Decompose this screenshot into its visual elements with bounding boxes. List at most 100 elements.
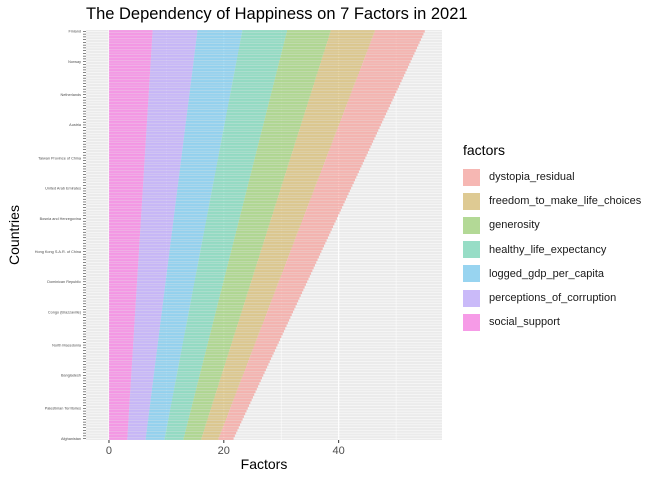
- bar-logged_gdp_per_capita: [182, 145, 221, 149]
- y-tick-label: Hong Kong S.A.R. of China: [35, 250, 82, 254]
- bar-logged_gdp_per_capita: [172, 228, 205, 231]
- bar-generosity: [261, 131, 299, 135]
- bar-perceptions_of_corruption: [131, 363, 156, 366]
- bar-freedom_to_make_life_choices: [206, 420, 225, 424]
- legend-key: [463, 216, 480, 234]
- bar-healthy_life_expectancy: [187, 319, 214, 322]
- bar-logged_gdp_per_capita: [189, 93, 231, 96]
- bar-social_support: [108, 129, 147, 132]
- legend-item-social_support: social_support: [463, 310, 641, 334]
- bar-perceptions_of_corruption: [132, 349, 157, 352]
- bar-social_support: [108, 420, 129, 424]
- bar-perceptions_of_corruption: [130, 382, 153, 385]
- bar-freedom_to_make_life_choices: [285, 173, 320, 176]
- bar-perceptions_of_corruption: [137, 280, 166, 284]
- y-tick-label: Finland: [69, 30, 81, 34]
- bar-healthy_life_expectancy: [213, 181, 249, 184]
- bar-freedom_to_make_life_choices: [244, 302, 271, 306]
- bar-healthy_life_expectancy: [203, 233, 236, 237]
- bar-perceptions_of_corruption: [132, 346, 158, 350]
- bar-logged_gdp_per_capita: [157, 341, 183, 344]
- bar-freedom_to_make_life_choices: [222, 371, 244, 374]
- bar-generosity: [256, 148, 294, 151]
- bar-social_support: [108, 109, 148, 113]
- bar-freedom_to_make_life_choices: [295, 140, 333, 143]
- bar-freedom_to_make_life_choices: [296, 137, 334, 140]
- bar-dystopia_residual: [218, 437, 234, 440]
- bar-dystopia_residual: [283, 269, 313, 273]
- bar-freedom_to_make_life_choices: [279, 189, 314, 193]
- bar-generosity: [254, 156, 291, 160]
- bar-social_support: [108, 376, 132, 380]
- bar-logged_gdp_per_capita: [174, 208, 209, 212]
- bar-dystopia_residual: [294, 239, 327, 242]
- bar-healthy_life_expectancy: [206, 220, 239, 223]
- bar-dystopia_residual: [315, 184, 353, 187]
- bar-freedom_to_make_life_choices: [268, 225, 300, 228]
- bar-healthy_life_expectancy: [217, 159, 255, 162]
- bar-social_support: [108, 239, 140, 242]
- bar-dystopia_residual: [297, 231, 331, 234]
- bar-freedom_to_make_life_choices: [329, 32, 374, 36]
- bar-dystopia_residual: [327, 153, 367, 157]
- bar-freedom_to_make_life_choices: [239, 316, 266, 319]
- bar-freedom_to_make_life_choices: [283, 178, 318, 182]
- x-tick-label: 40: [333, 445, 345, 457]
- bar-healthy_life_expectancy: [201, 244, 233, 248]
- bar-healthy_life_expectancy: [211, 189, 247, 193]
- bar-social_support: [108, 60, 151, 63]
- bar-logged_gdp_per_capita: [188, 101, 229, 105]
- bar-healthy_life_expectancy: [195, 277, 225, 281]
- y-tick-label: Palestinian Territories: [45, 407, 81, 411]
- bar-social_support: [108, 382, 131, 385]
- bar-logged_gdp_per_capita: [169, 247, 201, 250]
- bar-social_support: [108, 222, 141, 226]
- bar-generosity: [198, 379, 220, 383]
- bar-logged_gdp_per_capita: [195, 43, 240, 47]
- bar-logged_gdp_per_capita: [161, 316, 188, 319]
- bar-social_support: [108, 283, 137, 286]
- bar-social_support: [108, 349, 133, 352]
- bar-freedom_to_make_life_choices: [263, 242, 294, 245]
- bar-dystopia_residual: [325, 159, 365, 162]
- bar-logged_gdp_per_capita: [168, 255, 200, 259]
- bar-healthy_life_expectancy: [196, 269, 227, 273]
- bar-dystopia_residual: [367, 49, 416, 52]
- bar-freedom_to_make_life_choices: [221, 374, 243, 377]
- bar-healthy_life_expectancy: [167, 420, 188, 424]
- bar-logged_gdp_per_capita: [149, 404, 171, 407]
- bar-social_support: [108, 291, 137, 295]
- bar-perceptions_of_corruption: [140, 217, 174, 220]
- bar-perceptions_of_corruption: [140, 222, 173, 226]
- bar-perceptions_of_corruption: [140, 228, 173, 231]
- bar-freedom_to_make_life_choices: [328, 35, 373, 39]
- bar-perceptions_of_corruption: [147, 109, 188, 113]
- bar-perceptions_of_corruption: [145, 140, 184, 143]
- bar-perceptions_of_corruption: [146, 131, 185, 135]
- bar-healthy_life_expectancy: [222, 134, 261, 138]
- bar-healthy_life_expectancy: [232, 79, 275, 83]
- bar-healthy_life_expectancy: [177, 368, 202, 372]
- bar-social_support: [108, 68, 151, 72]
- bar-dystopia_residual: [351, 90, 397, 94]
- bar-generosity: [191, 404, 212, 407]
- bar-logged_gdp_per_capita: [146, 434, 166, 438]
- bar-logged_gdp_per_capita: [170, 244, 202, 248]
- bar-logged_gdp_per_capita: [177, 186, 213, 190]
- bar-logged_gdp_per_capita: [182, 151, 220, 154]
- bar-social_support: [108, 211, 142, 215]
- bar-generosity: [193, 398, 214, 402]
- bar-logged_gdp_per_capita: [183, 140, 222, 143]
- bar-social_support: [108, 401, 130, 405]
- bar-logged_gdp_per_capita: [170, 242, 202, 245]
- bar-social_support: [108, 217, 141, 220]
- bar-perceptions_of_corruption: [139, 244, 171, 248]
- chart-title: The Dependency of Happiness on 7 Factors…: [86, 5, 468, 23]
- bar-social_support: [108, 137, 146, 140]
- bar-perceptions_of_corruption: [133, 335, 159, 339]
- bar-freedom_to_make_life_choices: [284, 175, 319, 179]
- bar-dystopia_residual: [271, 299, 299, 303]
- bar-social_support: [108, 74, 150, 77]
- bar-social_support: [108, 250, 139, 253]
- bar-healthy_life_expectancy: [189, 305, 218, 308]
